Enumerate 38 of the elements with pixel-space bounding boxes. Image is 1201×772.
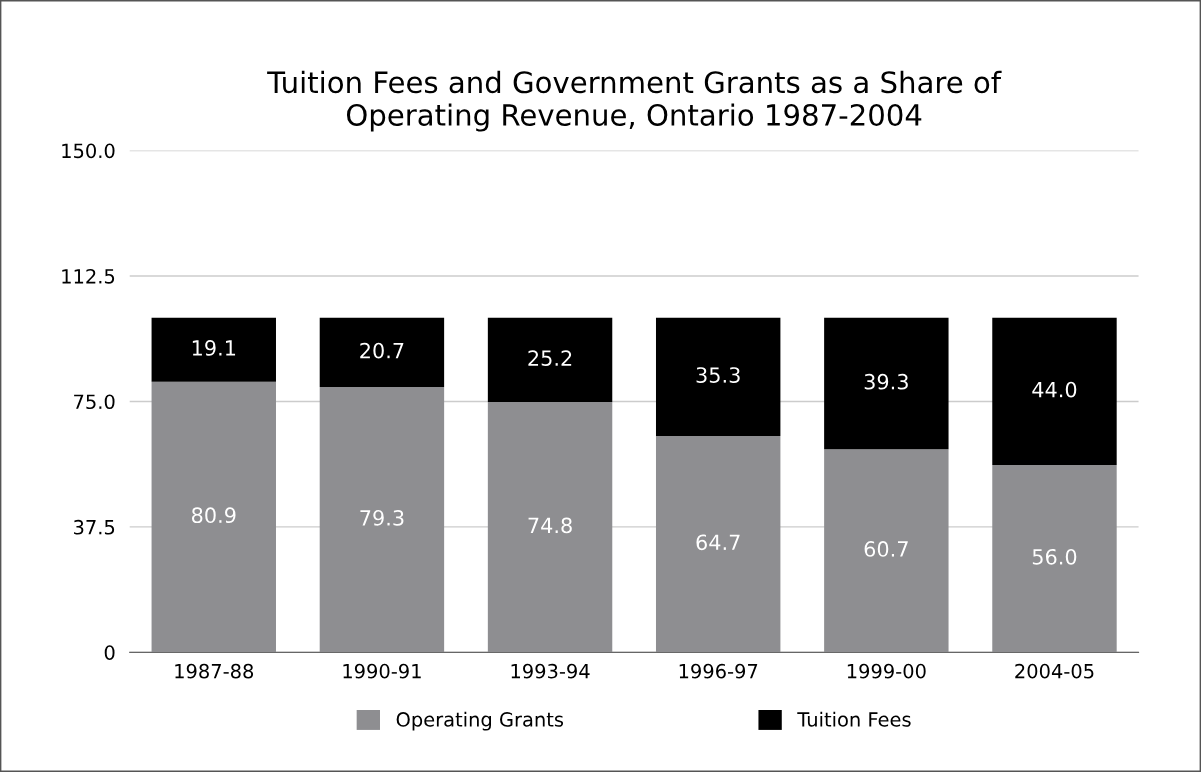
data-label: 25.2 (528, 350, 572, 366)
bar (655, 435, 781, 653)
bar (824, 317, 949, 450)
chart-title: Tuition Fees and Government Grants as a Share of Operating Revenue, Ontario 1987-2004 (267, 70, 1002, 132)
x-tick-label: 1996-97 (679, 663, 758, 679)
bar (992, 317, 1117, 465)
data-label: 60.7 (864, 541, 908, 557)
y-tick-label: 112.5 (62, 268, 115, 284)
data-label: 74.8 (528, 517, 572, 534)
data-label: 19.1 (192, 340, 236, 356)
bar (487, 402, 613, 653)
bar (319, 387, 445, 653)
bar (151, 317, 276, 382)
bar (655, 317, 781, 436)
y-tick-label: 0 (104, 645, 115, 660)
x-tick-label: 2004-05 (1015, 663, 1094, 679)
y-tick-label: 150.0 (62, 143, 115, 159)
data-label: 20.7 (360, 342, 404, 359)
x-tick-label: 1990-91 (343, 663, 421, 679)
bar (487, 317, 613, 403)
x-tick-label: 1993-94 (511, 663, 590, 679)
data-label: 79.3 (360, 509, 404, 526)
bar (824, 449, 949, 653)
x-tick-label: 1987-88 (175, 663, 254, 679)
bar (319, 317, 445, 388)
bar (151, 381, 276, 653)
y-tick-label: 75.0 (74, 394, 115, 410)
y-tick-label: 37.5 (74, 519, 115, 535)
data-label: 39.3 (864, 373, 908, 390)
data-label: 35.3 (696, 367, 740, 383)
bar (992, 465, 1117, 653)
data-label: 80.9 (192, 507, 236, 524)
data-label: 56.0 (1032, 548, 1077, 565)
x-tick-label: 1999-00 (847, 663, 926, 679)
legend-label: Tuition Fees (797, 711, 911, 727)
data-label: 64.7 (696, 534, 740, 551)
legend-label: Operating Grants (396, 711, 564, 731)
data-label: 44.0 (1032, 381, 1077, 398)
